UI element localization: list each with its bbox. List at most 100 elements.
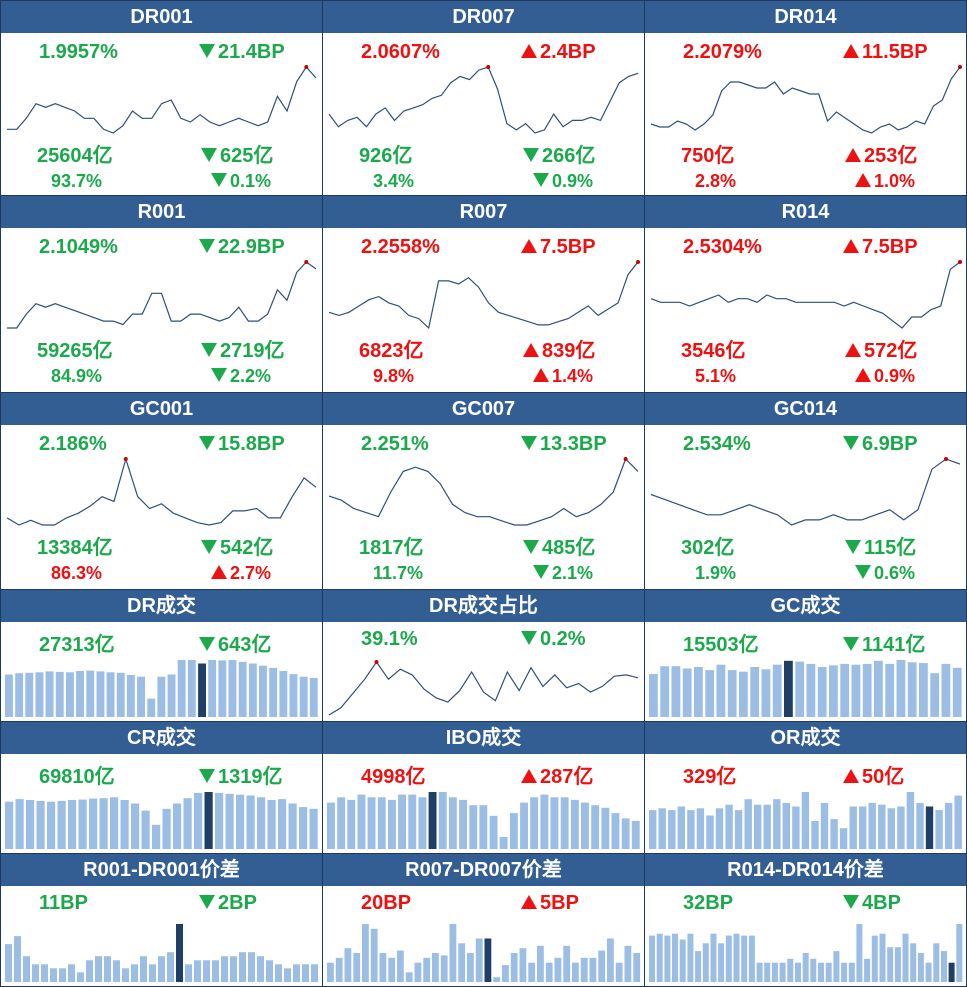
bar (706, 815, 714, 849)
bar (95, 956, 102, 982)
rate-value: 2.186% (39, 433, 107, 456)
bar (621, 818, 630, 849)
bar (484, 938, 492, 982)
share-change: 1.4% (533, 366, 593, 387)
bar (801, 792, 810, 849)
bar (941, 663, 951, 717)
bar (952, 667, 962, 717)
bar (591, 805, 600, 849)
bar (203, 960, 210, 982)
bar (89, 798, 98, 849)
down-arrow-icon (533, 565, 549, 580)
bar (916, 802, 924, 849)
volume-change: 2719亿 (201, 334, 285, 363)
rate-value-text: 2.1049% (39, 236, 118, 258)
rate-change: 2.4BP (521, 41, 596, 64)
bar (550, 797, 559, 849)
bar (218, 660, 227, 717)
peak-marker (623, 457, 628, 461)
up-arrow-icon (855, 173, 871, 188)
bar (902, 933, 909, 982)
bar (897, 806, 905, 849)
share-change-text: 2.7% (230, 563, 272, 583)
bar (894, 947, 901, 982)
bar (288, 803, 297, 849)
rate-change-text: 7.5BP (540, 236, 596, 258)
bar (687, 810, 695, 849)
bar (607, 938, 614, 982)
bar (32, 964, 39, 982)
share-value: 9.8% (373, 366, 414, 387)
bar (167, 952, 174, 982)
volume-change: 572亿 (845, 334, 917, 363)
rate-value-text: 2.2558% (361, 236, 440, 258)
bar (248, 952, 255, 982)
bar (212, 960, 219, 982)
bar (5, 801, 14, 849)
bar (141, 810, 150, 849)
bar (78, 799, 87, 849)
bar (848, 962, 855, 982)
bar (194, 792, 203, 849)
bar (935, 810, 943, 849)
bar (925, 962, 932, 982)
share-value-text: 93.7% (51, 171, 103, 191)
volume-value-text: 750亿 (681, 145, 735, 167)
bar (59, 968, 66, 982)
bar (104, 956, 111, 982)
bar (761, 669, 771, 717)
bar (856, 924, 863, 982)
panel: R007-DR007价差 20BP 5BP (322, 853, 645, 987)
volume-value-text: 302亿 (681, 537, 735, 559)
bar (299, 676, 308, 717)
volume-change-text: 625亿 (220, 145, 274, 167)
bar (397, 950, 404, 982)
panel-title: R007-DR007价差 (323, 854, 644, 886)
bar (750, 667, 760, 717)
bar (705, 670, 715, 717)
bar (131, 803, 140, 849)
volume-value: 3546亿 (681, 334, 746, 363)
bar (871, 935, 878, 982)
bar (152, 824, 161, 849)
bar (715, 808, 724, 849)
bar (309, 678, 318, 717)
down-arrow-icon (201, 342, 217, 357)
share-value: 93.7% (51, 171, 102, 192)
rate-change: 13.3BP (521, 433, 607, 456)
bar (208, 660, 217, 717)
bar (649, 674, 658, 717)
bar (15, 673, 24, 717)
bar (925, 806, 934, 849)
total-change: 2BP (199, 892, 257, 915)
bar (695, 951, 702, 982)
line-chart (328, 457, 639, 526)
down-arrow-icon (855, 565, 871, 580)
bar (388, 957, 396, 982)
bar (668, 810, 676, 849)
bar (337, 797, 346, 849)
share-value: 5.1% (695, 366, 736, 387)
bar (257, 956, 264, 982)
bar (36, 800, 45, 849)
volume-value-text: 59265亿 (37, 340, 113, 362)
line-chart (650, 260, 962, 329)
total-change: 4BP (843, 892, 901, 915)
bar (756, 962, 763, 982)
bar (744, 799, 752, 849)
rate-change: 22.9BP (199, 236, 285, 259)
bar (66, 672, 74, 717)
bar (802, 953, 809, 982)
rate-value: 2.2079% (683, 41, 762, 64)
bar (694, 667, 703, 717)
bar (140, 956, 147, 982)
bar (510, 953, 518, 982)
series-line (650, 261, 961, 329)
panel: DR014 2.2079% 11.5BP 750亿 253亿 2.8% 1.0% (644, 0, 967, 196)
peak-marker (486, 65, 491, 69)
volume-value-text: 13384亿 (37, 537, 113, 559)
bar (259, 665, 267, 717)
bar (810, 958, 817, 982)
bar (228, 660, 237, 717)
